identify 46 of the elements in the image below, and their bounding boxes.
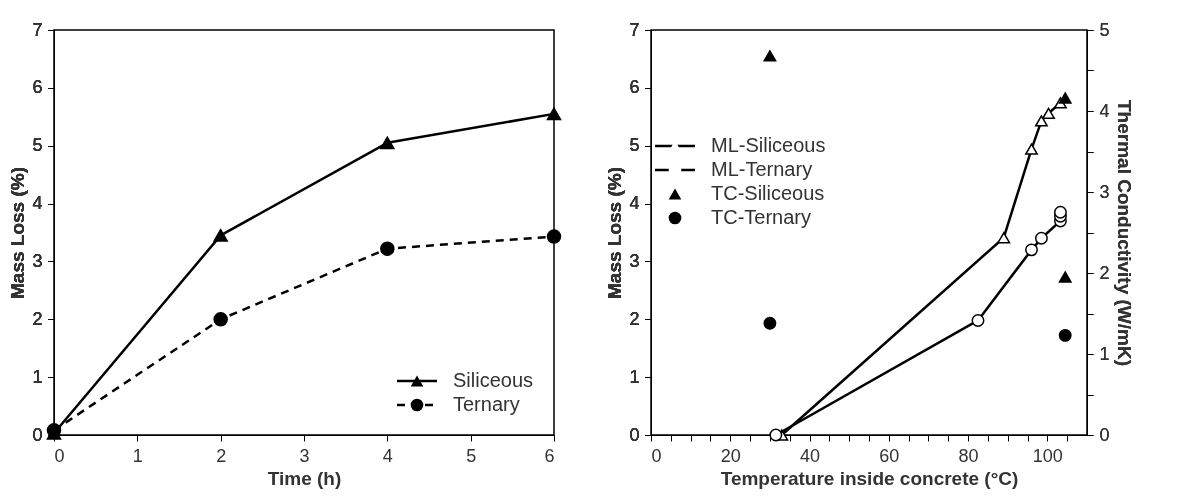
- y2-tick-label: 2: [1099, 262, 1110, 283]
- y-tick-label: 2: [32, 308, 43, 329]
- y-tick-label: 1: [629, 366, 640, 387]
- legend-label: Siliceous: [453, 369, 534, 391]
- y-tick-label: 1: [32, 366, 43, 387]
- y-tick-label: 5: [629, 135, 640, 156]
- y-tick-label: 7: [629, 19, 640, 40]
- y-tick-label: 2: [629, 308, 640, 329]
- x-tick-label: 100: [1032, 445, 1063, 466]
- y-tick-label: 0: [629, 424, 640, 445]
- x-tick-label: 80: [958, 445, 979, 466]
- legend-label: ML-Siliceous: [711, 134, 826, 156]
- y2-tick-label: 4: [1099, 100, 1110, 121]
- x-tick-label: 4: [382, 445, 393, 466]
- y-tick-label: 6: [629, 77, 640, 98]
- x-tick-label: 1: [132, 445, 143, 466]
- legend-label: TC-Ternary: [711, 206, 812, 228]
- y2-tick-label: 5: [1099, 19, 1110, 40]
- y-tick-label: 3: [629, 250, 640, 271]
- legend-label: Ternary: [453, 393, 520, 415]
- y2-tick-label: 1: [1099, 343, 1110, 364]
- x-tick-label: 20: [720, 445, 741, 466]
- y-axis-title: Mass Loss (%): [7, 167, 29, 299]
- y-tick-label: 4: [629, 193, 640, 214]
- x-tick-label: 3: [299, 445, 310, 466]
- y2-axis-title: Thermal Conductivity (W/mK): [1113, 99, 1135, 367]
- legend-label: ML-Ternary: [711, 158, 813, 180]
- x-tick-label: 6: [544, 445, 555, 466]
- y-tick-label: 3: [32, 250, 43, 271]
- y-axis-title: Mass Loss (%): [604, 167, 626, 299]
- x-tick-label: 0: [651, 445, 662, 466]
- x-tick-label: 40: [800, 445, 821, 466]
- x-axis-title: Temperature inside concrete (°C): [720, 467, 1019, 489]
- legend-label: TC-Siliceous: [711, 182, 825, 204]
- x-axis-title: Time (h): [267, 467, 342, 489]
- y2-tick-label: 3: [1099, 181, 1110, 202]
- y-tick-label: 5: [32, 135, 43, 156]
- x-tick-label: 0: [54, 445, 65, 466]
- y-tick-label: 7: [32, 19, 43, 40]
- x-tick-label: 2: [216, 445, 227, 466]
- y-tick-label: 0: [32, 424, 43, 445]
- x-tick-label: 60: [879, 445, 900, 466]
- y-tick-label: 4: [32, 193, 43, 214]
- y-tick-label: 6: [32, 77, 43, 98]
- y2-tick-label: 0: [1099, 424, 1110, 445]
- x-tick-label: 5: [466, 445, 477, 466]
